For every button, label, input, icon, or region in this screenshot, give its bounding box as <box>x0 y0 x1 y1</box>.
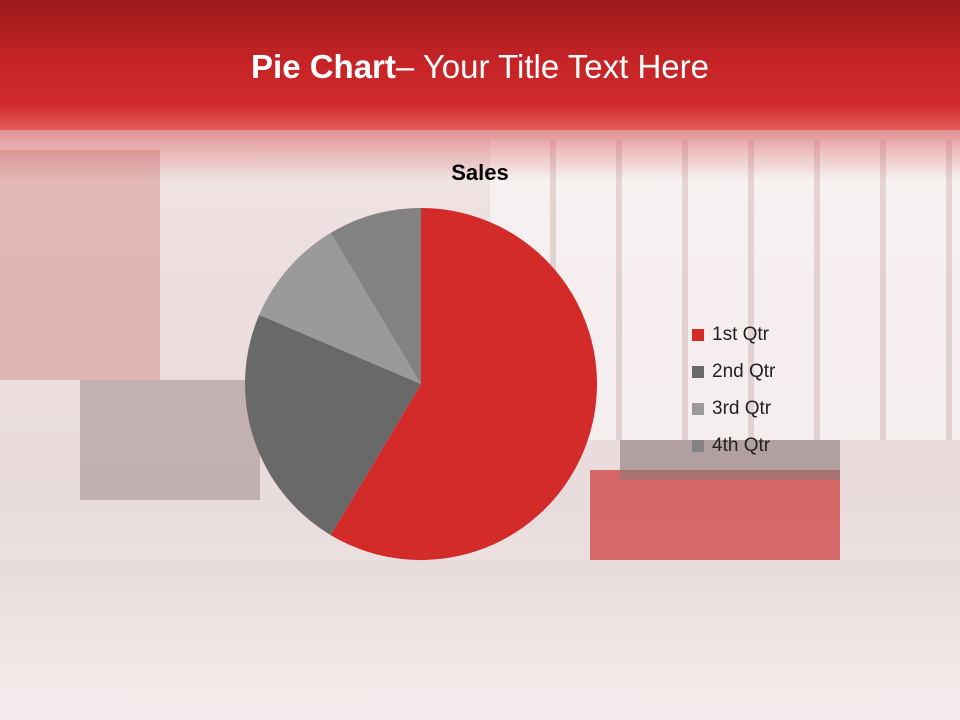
chart-title: Sales <box>451 160 509 185</box>
slide-title: Pie Chart– Your Title Text Here <box>0 48 960 86</box>
legend-label: 4th Qtr <box>712 434 771 456</box>
legend-swatch <box>692 365 704 378</box>
legend-label: 2nd Qtr <box>712 360 776 382</box>
pie-slice-3 <box>259 232 421 384</box>
legend-item: 4th Qtr <box>692 427 775 464</box>
legend-swatch <box>692 439 704 452</box>
legend-item: 2nd Qtr <box>692 353 775 390</box>
title-rest: – Your Title Text Here <box>395 48 709 85</box>
pie-slice-1 <box>330 208 597 560</box>
legend-swatch <box>692 402 704 415</box>
pie-slice-4 <box>330 208 421 384</box>
header-fade <box>0 130 960 180</box>
title-bar <box>0 0 960 130</box>
legend-label: 3rd Qtr <box>712 397 772 419</box>
legend-label: 1st Qtr <box>712 323 770 345</box>
legend-swatch <box>692 328 704 341</box>
legend-item: 1st Qtr <box>692 316 775 353</box>
legend: 1st Qtr 2nd Qtr 3rd Qtr 4th Qtr <box>692 316 775 464</box>
pie-slice-2 <box>245 314 421 536</box>
title-bold: Pie Chart <box>251 48 396 85</box>
legend-item: 3rd Qtr <box>692 390 775 427</box>
